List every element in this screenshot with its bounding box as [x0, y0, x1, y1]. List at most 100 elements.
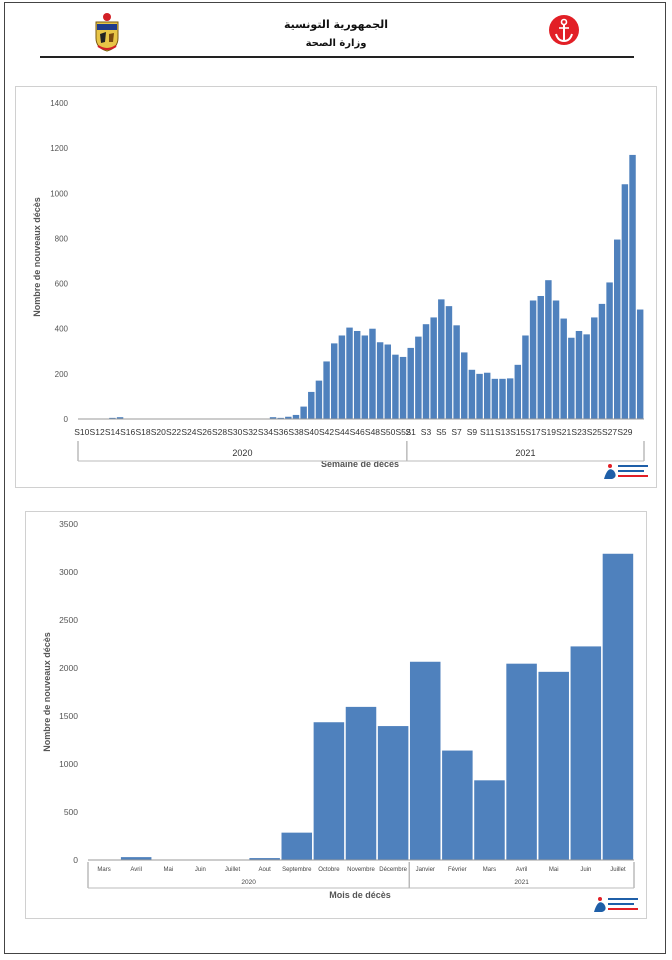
bar — [361, 335, 369, 419]
bar — [538, 671, 569, 860]
x-tick-label: S17 — [526, 427, 541, 437]
bar — [499, 378, 506, 419]
bar — [575, 330, 583, 419]
x-tick-label: S24 — [181, 427, 196, 437]
x-tick-label: S1 — [406, 427, 417, 437]
y-tick-label: 800 — [55, 234, 69, 243]
group-label-2020: 2020 — [241, 879, 256, 886]
bar — [583, 334, 590, 419]
x-tick-label: S21 — [556, 427, 571, 437]
bar — [474, 780, 505, 860]
bar — [369, 328, 376, 419]
y-axis-label: Nombre de nouveaux décès — [42, 632, 52, 752]
bar — [476, 373, 483, 419]
weekly-deaths-chart: Nombre de nouveaux décès Semaine de décè… — [32, 99, 645, 469]
bar — [552, 300, 560, 419]
bar — [269, 417, 277, 419]
bar — [522, 335, 529, 419]
bar — [384, 344, 391, 419]
bar — [614, 239, 621, 419]
bar — [636, 309, 644, 419]
x-tick-label: S34 — [258, 427, 273, 437]
bar — [545, 280, 552, 419]
x-tick-label: S7 — [451, 427, 462, 437]
bar — [409, 661, 441, 860]
bar — [300, 406, 307, 419]
bar — [346, 327, 353, 419]
y-tick-label: 1400 — [50, 99, 68, 108]
x-tick-label: Septembre — [282, 867, 312, 873]
y-tick-label: 2500 — [59, 615, 78, 625]
bar — [560, 318, 567, 419]
x-tick-label: S30 — [227, 427, 242, 437]
y-tick-label: 3000 — [59, 567, 78, 577]
x-tick-label: S19 — [541, 427, 556, 437]
bar — [345, 706, 377, 860]
x-tick-label: S48 — [365, 427, 380, 437]
bar — [570, 646, 602, 860]
ministry-watermark-logo-icon — [602, 461, 652, 483]
x-tick-label: S10 — [74, 427, 89, 437]
y-tick-label: 600 — [55, 280, 69, 289]
page-frame — [4, 2, 666, 954]
x-tick-label: Mai — [549, 867, 559, 873]
bar — [313, 722, 345, 860]
x-tick-label: S44 — [334, 427, 349, 437]
y-tick-label: 1000 — [50, 189, 68, 198]
x-tick-label: S28 — [212, 427, 227, 437]
bar — [602, 553, 634, 860]
bar — [598, 303, 606, 419]
x-tick-label: Juin — [580, 867, 591, 873]
weekly-deaths-chart-panel: Nombre de nouveaux décès Semaine de décè… — [15, 86, 657, 488]
y-tick-label: 3500 — [59, 519, 78, 529]
x-tick-label: S23 — [571, 427, 586, 437]
bar — [422, 324, 430, 419]
bar — [445, 306, 453, 419]
group-label-2021: 2021 — [515, 448, 535, 458]
bar — [438, 299, 445, 419]
x-tick-label: S27 — [602, 427, 617, 437]
header-title: الجمهورية التونسية — [283, 18, 389, 31]
bar — [377, 726, 409, 860]
bar — [514, 364, 522, 419]
y-tick-label: 0 — [64, 415, 69, 424]
x-tick-label: Mars — [97, 867, 110, 873]
monthly-deaths-chart-panel: Nombre de nouveaux décès Mois de décès 0… — [25, 511, 647, 919]
bar — [281, 832, 313, 860]
x-tick-label: Juillet — [225, 867, 241, 873]
x-tick-label: S32 — [243, 427, 258, 437]
bar — [591, 317, 598, 419]
x-tick-label: S11 — [480, 427, 495, 437]
x-tick-label: S18 — [135, 427, 150, 437]
tunisia-coat-of-arms-icon — [92, 12, 122, 52]
x-tick-label: S42 — [319, 427, 334, 437]
x-tick-label: S15 — [510, 427, 525, 437]
x-tick-label: S9 — [467, 427, 478, 437]
bar — [353, 330, 361, 419]
bar — [399, 356, 407, 419]
group-label-2020: 2020 — [232, 448, 252, 458]
bar — [491, 378, 499, 419]
x-tick-label: Novembre — [347, 867, 375, 873]
x-tick-label: S12 — [90, 427, 105, 437]
bar — [506, 663, 537, 860]
x-tick-label: S16 — [120, 427, 135, 437]
bar — [430, 317, 437, 419]
x-tick-label: S20 — [151, 427, 166, 437]
x-tick-label: Février — [448, 867, 467, 873]
bar — [323, 361, 330, 419]
x-tick-label: Avril — [516, 867, 528, 873]
x-tick-label: Mars — [483, 867, 496, 873]
group-label-2021: 2021 — [514, 879, 529, 886]
bar — [407, 347, 414, 419]
x-tick-label: S46 — [350, 427, 365, 437]
bar — [249, 858, 280, 860]
bar — [116, 417, 124, 419]
monthly-deaths-chart: Nombre de nouveaux décès Mois de décès 0… — [42, 519, 635, 900]
x-tick-label: Juin — [195, 867, 206, 873]
y-tick-label: 1000 — [59, 759, 78, 769]
x-tick-label: Avril — [130, 867, 142, 873]
samu-anchor-logo-icon — [548, 14, 580, 46]
bar — [461, 352, 468, 419]
bar — [483, 372, 491, 419]
